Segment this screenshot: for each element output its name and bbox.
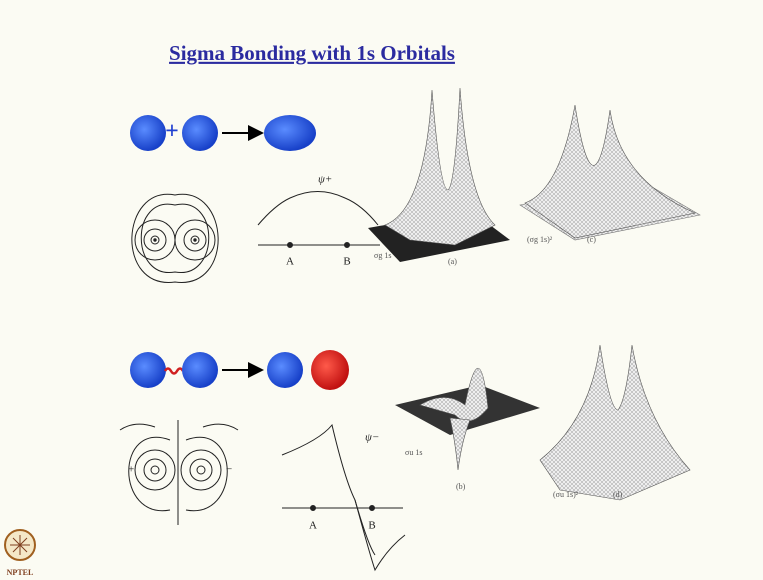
plot-axis: σu 1s xyxy=(405,448,422,457)
plot-caption: (a) xyxy=(448,257,457,266)
antibonding-spheres xyxy=(130,350,349,390)
antibonding-psi xyxy=(282,425,405,570)
logo-text: NPTEL xyxy=(7,568,34,577)
logo: NPTEL xyxy=(5,530,35,577)
bonding-spheres: + xyxy=(130,115,316,151)
title: Sigma Bonding with 1s Orbitals xyxy=(169,41,455,65)
surface-plot xyxy=(395,345,690,500)
plot-caption: (c) xyxy=(587,235,596,244)
plot-axis: (σg 1s)² xyxy=(527,235,553,244)
sign: + xyxy=(128,464,134,476)
point-label: B xyxy=(368,520,375,532)
psi-label: ψ− xyxy=(365,432,379,444)
sign: − xyxy=(226,464,232,476)
point-label: B xyxy=(343,256,350,268)
antibonding-contours xyxy=(120,420,238,525)
point-label: A xyxy=(309,520,317,532)
page: {"title": "Sigma Bonding with 1s Orbital… xyxy=(0,0,763,580)
plot-caption: (b) xyxy=(456,482,466,491)
psi-label: ψ+ xyxy=(318,174,332,186)
bonding-psi xyxy=(258,192,380,248)
operator: + xyxy=(165,119,179,145)
plot-axis: σg 1s xyxy=(374,251,391,260)
plot-caption: (d) xyxy=(613,490,623,499)
slide: Sigma Bonding with 1s Orbitals + ψ+ A B … xyxy=(0,0,763,580)
bonding-contours xyxy=(132,194,218,282)
plot-axis: (σu 1s)² xyxy=(553,490,579,499)
point-label: A xyxy=(286,256,294,268)
